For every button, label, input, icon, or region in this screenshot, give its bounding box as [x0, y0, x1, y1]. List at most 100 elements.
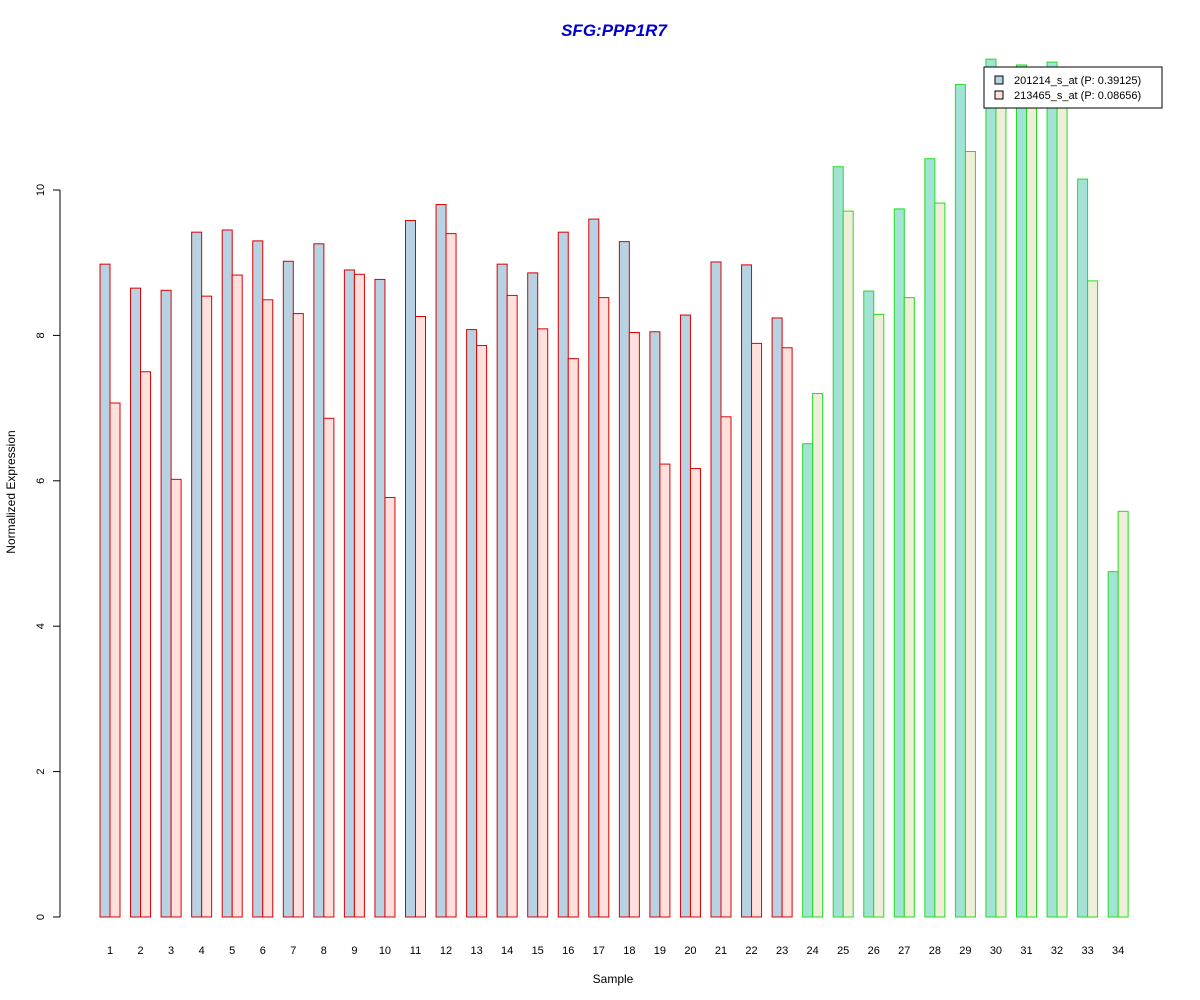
- x-tick-label: 11: [410, 945, 421, 957]
- x-tick-label: 14: [501, 945, 513, 957]
- bar-213465-s-at: [1056, 105, 1068, 918]
- x-axis-label: Sample: [593, 972, 634, 986]
- bars: [99, 58, 1129, 918]
- bar-213465-s-at: [537, 328, 549, 918]
- bar-213465-s-at: [628, 331, 640, 918]
- x-tick-label: 33: [1081, 945, 1093, 957]
- legend-entry-label: 201214_s_at (P: 0.39125): [1014, 75, 1141, 87]
- legend-swatch: [994, 75, 1004, 85]
- bar-201214-s-at: [954, 84, 966, 918]
- bar-213465-s-at: [323, 417, 335, 918]
- bar-201214-s-at: [832, 166, 844, 918]
- x-tick-label: 16: [562, 945, 574, 957]
- y-axis-label: Normalized Expression: [4, 430, 18, 553]
- bar-213465-s-at: [964, 150, 976, 918]
- bar-201214-s-at: [1016, 64, 1027, 918]
- x-tick-label: 29: [959, 945, 971, 957]
- bar-201214-s-at: [191, 231, 203, 918]
- x-tick-label: 13: [470, 945, 482, 957]
- bar-201214-s-at: [1107, 571, 1119, 918]
- x-tick-label: 32: [1051, 945, 1063, 957]
- x-tick-label: 28: [929, 945, 941, 957]
- bar-213465-s-at: [201, 295, 213, 918]
- x-tick-label: 22: [745, 945, 757, 957]
- x-tick-label: 1: [107, 945, 113, 957]
- bar-213465-s-at: [903, 297, 915, 918]
- x-tick-label: 25: [837, 945, 849, 957]
- bar-201214-s-at: [221, 229, 233, 918]
- y-tick-label: 10: [35, 184, 47, 196]
- x-tick-label: 23: [776, 945, 788, 957]
- bar-201214-s-at: [802, 443, 814, 918]
- y-tick-label: 2: [35, 769, 47, 775]
- bar-201214-s-at: [313, 243, 325, 918]
- x-tick-label: 19: [654, 945, 666, 957]
- bar-201214-s-at: [924, 158, 936, 918]
- bar-213465-s-at: [995, 105, 1007, 918]
- bar-201214-s-at: [466, 329, 478, 918]
- bar-213465-s-at: [1026, 105, 1037, 918]
- x-tick-label: 15: [532, 945, 544, 957]
- bar-213465-s-at: [1117, 510, 1129, 918]
- bar-201214-s-at: [985, 58, 997, 918]
- bar-201214-s-at: [99, 263, 111, 918]
- bar-213465-s-at: [812, 393, 824, 918]
- bar-201214-s-at: [893, 208, 905, 918]
- x-tick-label: 9: [351, 945, 357, 957]
- bar-213465-s-at: [1087, 280, 1099, 918]
- bar-213465-s-at: [140, 371, 152, 918]
- bar-201214-s-at: [405, 220, 416, 918]
- bar-213465-s-at: [109, 402, 121, 918]
- bar-201214-s-at: [496, 263, 508, 918]
- bar-213465-s-at: [231, 274, 243, 918]
- y-axis: 0 2 4 6 8 10: [35, 184, 61, 920]
- bar-201214-s-at: [374, 278, 386, 918]
- bar-201214-s-at: [343, 269, 355, 918]
- bar-213465-s-at: [689, 467, 701, 918]
- x-tick-label: 34: [1112, 945, 1124, 957]
- y-tick-label: 4: [35, 623, 47, 629]
- y-tick-label: 6: [35, 478, 47, 484]
- x-tick-label: 3: [168, 945, 174, 957]
- bar-213465-s-at: [934, 202, 946, 918]
- bar-213465-s-at: [476, 345, 488, 918]
- x-tick-label: 2: [137, 945, 143, 957]
- bar-201214-s-at: [1077, 178, 1089, 918]
- bar-213465-s-at: [292, 313, 304, 918]
- y-tick-label: 8: [35, 332, 47, 338]
- x-tick-label: 8: [321, 945, 327, 957]
- bar-213465-s-at: [384, 497, 396, 918]
- bar-201214-s-at: [741, 264, 753, 918]
- legend-swatch: [994, 90, 1004, 100]
- x-axis-tick-labels: 1 2 3 4 5 6 7 8 9 10 11 12 13 14 15 16 17 18 19 20 21 22 23 24 2…: [107, 945, 1124, 957]
- x-tick-label: 10: [379, 945, 391, 957]
- legend: 201214_s_at (P: 0.39125) 213465_s_at (P: …: [983, 66, 1163, 109]
- bar-213465-s-at: [842, 210, 854, 918]
- bar-201214-s-at: [527, 272, 539, 918]
- bar-201214-s-at: [618, 241, 630, 918]
- bar-201214-s-at: [252, 240, 264, 918]
- bar-213465-s-at: [659, 463, 671, 918]
- bar-213465-s-at: [445, 233, 457, 918]
- legend-entry-label: 213465_s_at (P: 0.08656): [1014, 90, 1141, 102]
- bar-213465-s-at: [170, 478, 182, 918]
- bar-201214-s-at: [160, 289, 172, 918]
- bar-213465-s-at: [873, 313, 885, 918]
- bar-201214-s-at: [130, 287, 142, 918]
- x-tick-label: 12: [440, 945, 452, 957]
- x-tick-label: 24: [807, 945, 819, 957]
- x-tick-label: 20: [684, 945, 696, 957]
- bar-201214-s-at: [1046, 61, 1058, 918]
- bar-213465-s-at: [262, 299, 274, 918]
- bar-201214-s-at: [649, 331, 661, 918]
- bar-213465-s-at: [567, 358, 579, 918]
- x-tick-label: 5: [229, 945, 235, 957]
- x-tick-label: 30: [990, 945, 1002, 957]
- bar-201214-s-at: [282, 260, 294, 918]
- x-tick-label: 21: [715, 945, 727, 957]
- bar-213465-s-at: [353, 273, 365, 918]
- bar-201214-s-at: [863, 290, 875, 918]
- bar-201214-s-at: [679, 314, 691, 918]
- x-tick-label: 6: [260, 945, 266, 957]
